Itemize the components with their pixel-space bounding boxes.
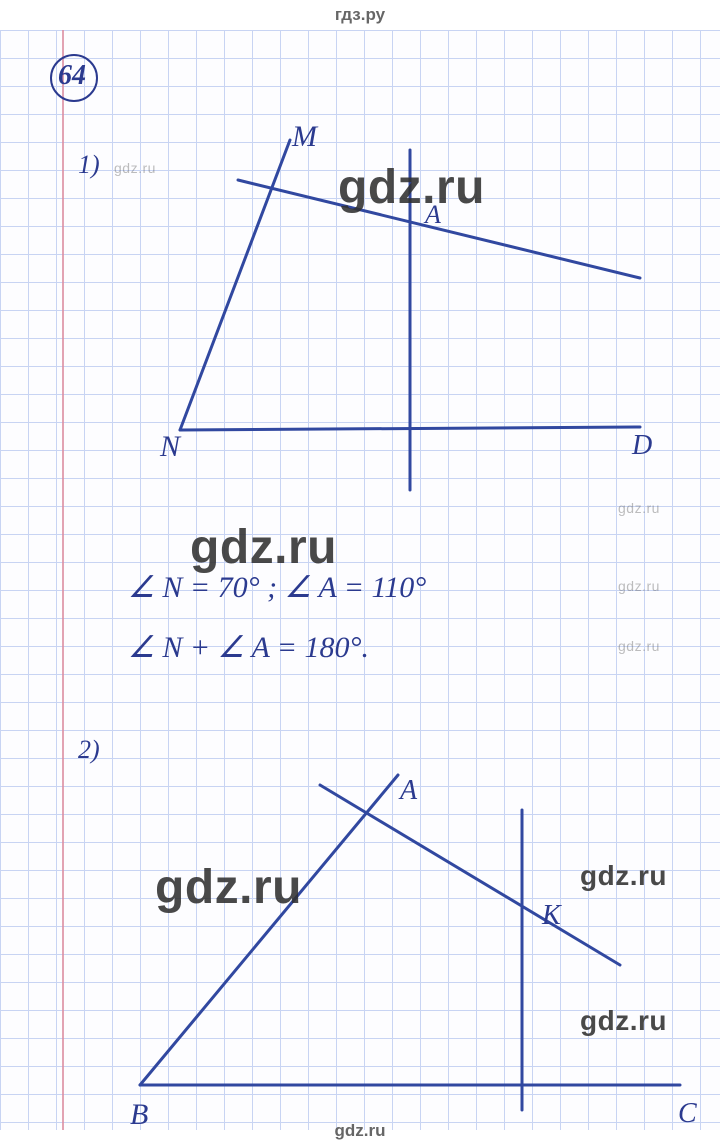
watermark: gdz.ru xyxy=(580,860,667,892)
point-label-D: D xyxy=(632,430,652,462)
problem-number: 64 xyxy=(58,60,86,92)
geometry-diagram-2 xyxy=(110,755,700,1115)
subitem-1-label: 1) xyxy=(78,150,100,180)
watermark: gdz.ru xyxy=(338,160,485,215)
site-footer: gdz.ru xyxy=(0,1121,720,1141)
notebook-paper: 64 1) 2) M A N D ∠ N = 70° ; ∠ A = 110° … xyxy=(0,30,720,1130)
watermark: gdz.ru xyxy=(190,520,337,575)
watermark: gdz.ru xyxy=(580,1005,667,1037)
point-label-K: K xyxy=(542,900,561,932)
watermark: gdz.ru xyxy=(618,638,660,654)
equation-line-2: ∠ N + ∠ A = 180°. xyxy=(128,630,369,665)
point-label-A2: A xyxy=(400,775,417,807)
red-margin-line xyxy=(62,30,64,1130)
subitem-2-label: 2) xyxy=(78,735,100,765)
watermark: gdz.ru xyxy=(114,160,156,176)
point-label-M: M xyxy=(292,120,317,154)
watermark: gdz.ru xyxy=(155,860,302,915)
point-label-N: N xyxy=(160,430,180,464)
watermark: gdz.ru xyxy=(618,500,660,516)
site-header: гдз.ру xyxy=(0,0,720,30)
equation-line-1: ∠ N = 70° ; ∠ A = 110° xyxy=(128,570,426,605)
watermark: gdz.ru xyxy=(618,578,660,594)
